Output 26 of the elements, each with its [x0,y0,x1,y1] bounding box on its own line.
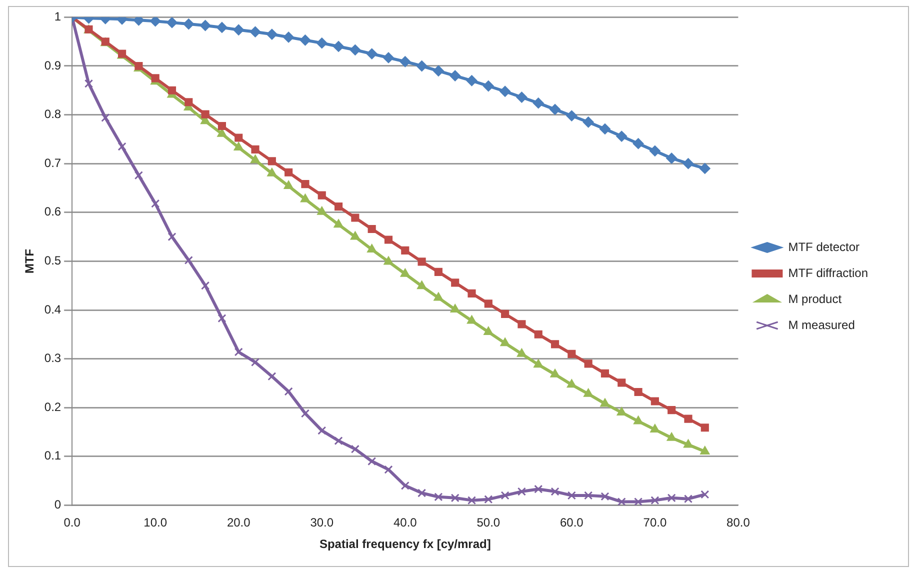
y-tick-label: 0.7 [44,156,62,170]
y-tick-label: 0.5 [44,254,62,268]
x-tick-label: 60.0 [560,516,584,530]
x-tick-label: 20.0 [226,516,251,530]
x-tick-label: 0.0 [64,516,81,530]
legend-label: MTF diffraction [788,266,868,280]
legend-label: M measured [788,318,855,332]
x-tick-label: 40.0 [393,516,418,530]
x-tick-label: 10.0 [144,516,168,530]
x-tick-label: 50.0 [476,516,500,530]
y-tick-label: 0.2 [44,400,62,414]
legend-label: MTF detector [788,240,860,254]
x-tick-label: 30.0 [310,516,334,530]
y-axis-title: MTF [22,248,37,274]
legend-label: M product [788,292,842,306]
y-tick-label: 1 [54,10,62,24]
y-tick-label: 0.6 [44,204,62,219]
x-axis-title: Spatial frequency fx [cy/mrad] [319,537,491,552]
x-tick-label: 70.0 [643,516,667,530]
y-tick-label: 0.8 [44,107,62,122]
y-tick-label: 0.4 [44,302,62,316]
x-tick-label: 80.0 [726,516,750,530]
y-tick-label: 0.3 [44,351,62,366]
y-tick-label: 0 [54,498,62,512]
y-tick-label: 0.9 [44,58,62,72]
y-tick-label: 0.1 [44,448,62,463]
